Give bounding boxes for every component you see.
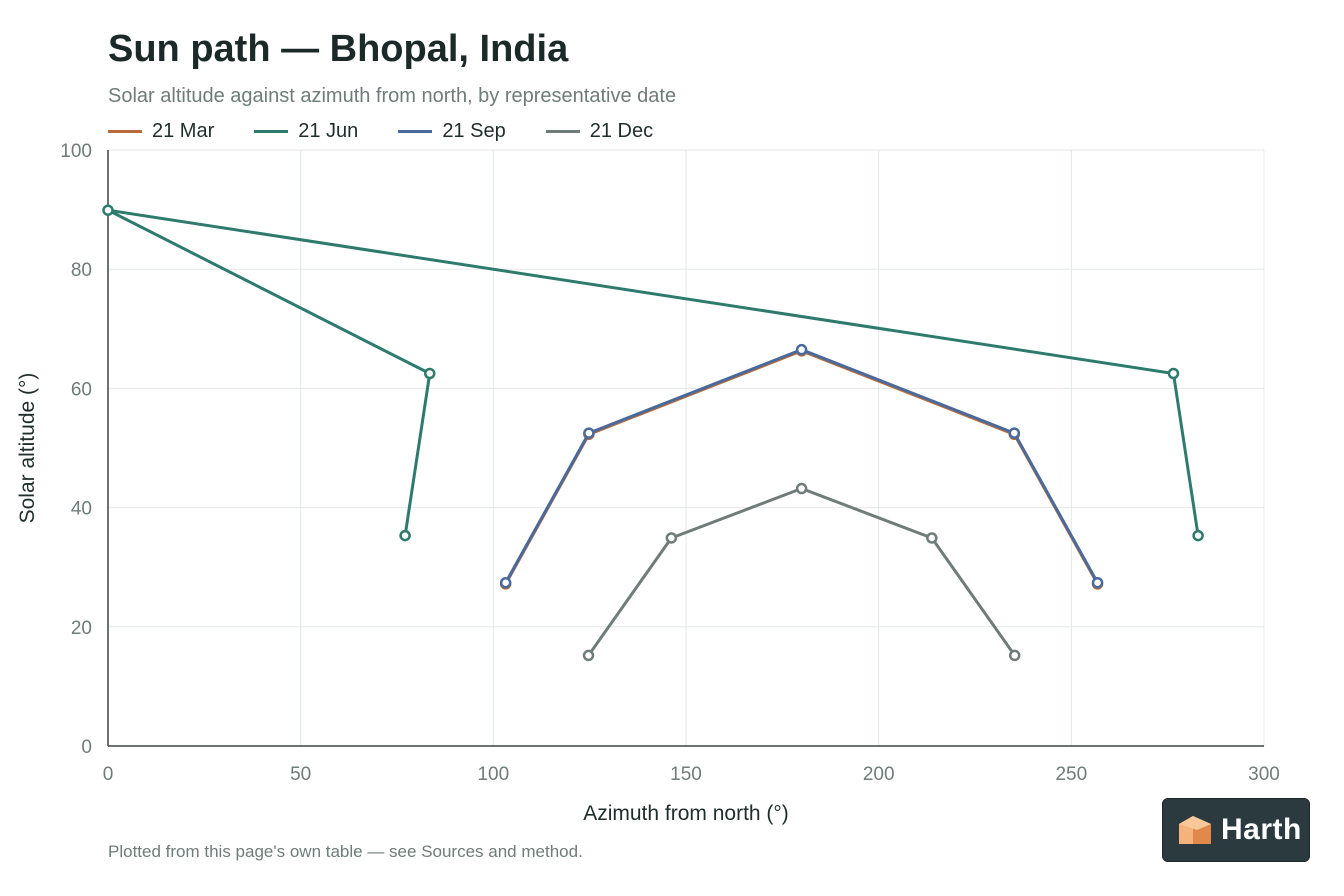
x-tick-label: 250: [1055, 764, 1087, 785]
legend: 21 Mar 21 Jun 21 Sep 21 Dec: [108, 120, 693, 143]
legend-swatch-jun: [254, 130, 289, 133]
legend-label-mar: 21 Mar: [152, 120, 215, 142]
brand-name: Harth: [1221, 813, 1302, 846]
legend-label-sep: 21 Sep: [442, 120, 506, 142]
legend-swatch-sep: [398, 130, 433, 133]
x-tick-label: 0: [103, 764, 114, 785]
x-axis-title: Azimuth from north (°): [583, 802, 789, 825]
legend-item-sep[interactable]: 21 Sep: [398, 120, 506, 143]
series-0: [499, 345, 1104, 590]
series-line: [504, 349, 1099, 585]
data-point: [1192, 529, 1204, 542]
y-tick-label: 60: [71, 379, 92, 400]
data-point: [583, 427, 595, 439]
data-point: [1008, 649, 1021, 662]
x-tick-label: 50: [290, 764, 311, 785]
legend-item-dec[interactable]: 21 Dec: [545, 120, 654, 143]
brand-logo[interactable]: Harth: [1162, 798, 1310, 862]
house-cube-icon: [1179, 816, 1211, 844]
legend-item-jun[interactable]: 21 Jun: [254, 120, 358, 143]
data-point: [582, 649, 595, 662]
chart-title: Sun path — Bhopal, India: [108, 28, 569, 70]
series-3: [582, 482, 1021, 662]
data-point: [1008, 427, 1021, 439]
legend-swatch-mar: [108, 130, 142, 133]
data-point: [795, 482, 808, 495]
y-tick-label: 0: [81, 737, 92, 758]
footnote: Plotted from this page's own table — see…: [108, 842, 583, 861]
x-tick-label: 100: [477, 764, 509, 785]
y-tick-label: 80: [71, 260, 92, 281]
data-point: [1091, 576, 1104, 589]
data-point: [1167, 367, 1180, 380]
x-tick-label: 150: [670, 764, 702, 785]
series-line: [504, 348, 1099, 584]
data-point: [102, 204, 114, 216]
chart-subtitle: Solar altitude against azimuth from nort…: [108, 85, 677, 107]
data-point: [499, 576, 512, 589]
data-point: [665, 532, 678, 544]
legend-item-mar[interactable]: 21 Mar: [108, 120, 214, 143]
data-point: [424, 367, 436, 380]
legend-swatch-dec: [545, 130, 580, 133]
y-axis-title: Solar altitude (°): [16, 373, 39, 524]
series-1: [102, 204, 1204, 542]
data-point: [795, 343, 808, 356]
y-tick-label: 20: [71, 618, 92, 639]
y-tick-label: 40: [71, 499, 92, 520]
y-tick-label: 100: [60, 141, 92, 162]
x-tick-label: 300: [1248, 764, 1280, 785]
series-2: [499, 343, 1104, 589]
series-line: [106, 208, 1200, 536]
legend-label-jun: 21 Jun: [298, 120, 359, 142]
legend-label-dec: 21 Dec: [589, 120, 654, 142]
data-point: [926, 532, 938, 544]
series-line: [587, 487, 1016, 657]
data-point: [399, 529, 411, 542]
x-tick-label: 200: [863, 764, 895, 785]
